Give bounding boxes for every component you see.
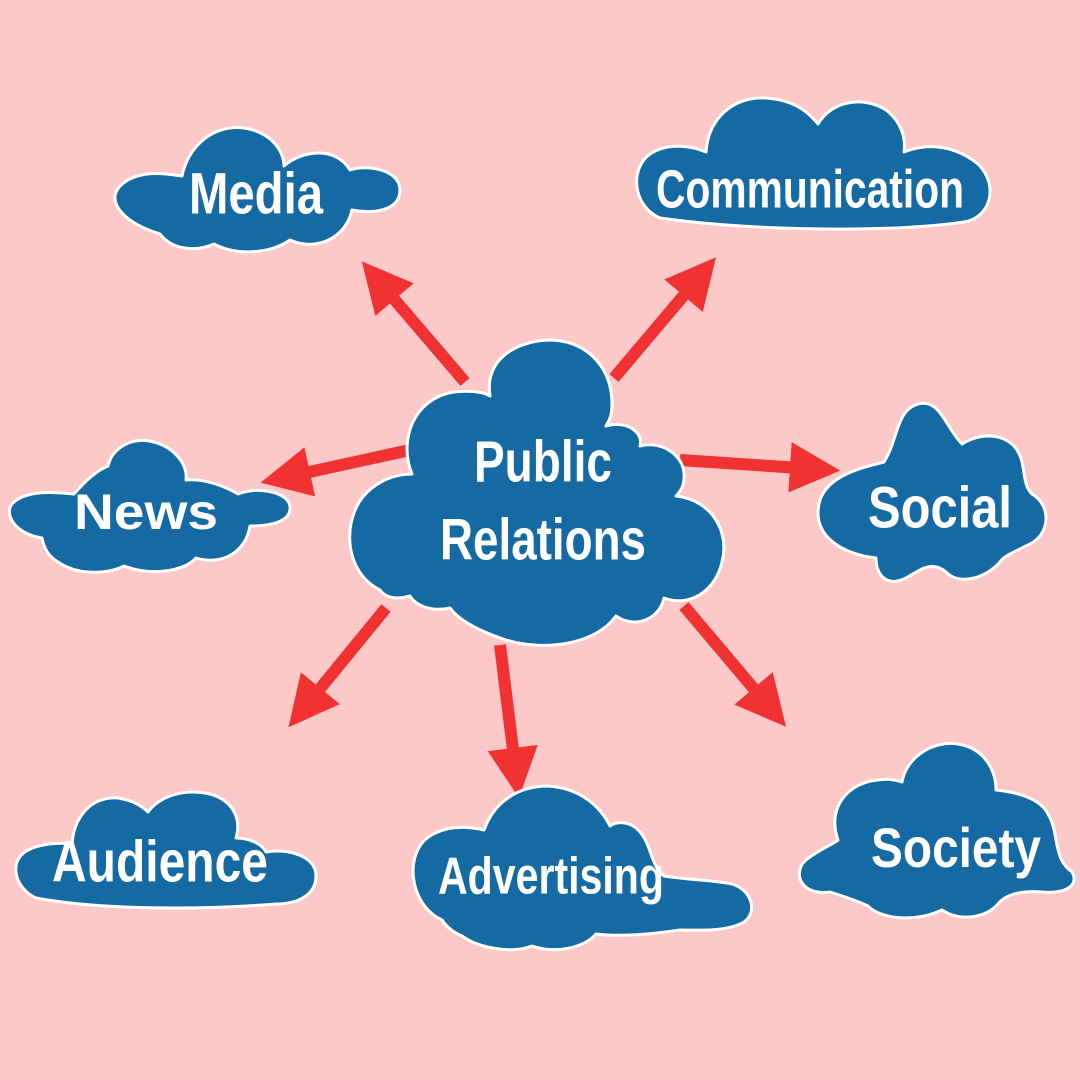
arrows — [260, 257, 841, 799]
cloud-shape — [411, 784, 754, 952]
arrow-to-communication — [609, 257, 717, 382]
society-label: Society — [871, 816, 1041, 879]
arrow-to-society — [679, 602, 787, 727]
node-media: Media — [113, 126, 402, 254]
audience-label: Audience — [52, 829, 268, 894]
arrow-to-news — [260, 444, 412, 497]
center-label-line1: Public — [474, 429, 612, 494]
cloud-shape — [7, 439, 292, 574]
arrow-to-social — [679, 442, 841, 493]
news-label: News — [74, 484, 218, 540]
node-audience: Audience — [14, 790, 318, 910]
cloud-shape — [113, 126, 402, 254]
communication-label: Communication — [656, 159, 964, 219]
cloud-shape — [14, 790, 318, 910]
arrow-to-media — [361, 261, 470, 386]
arrow-to-advertising — [487, 644, 538, 799]
center-label-line2: Relations — [440, 507, 646, 572]
cloud-shape — [635, 96, 992, 231]
social-label: Social — [868, 475, 1012, 540]
node-news: News — [7, 439, 292, 574]
advertising-label: Advertising — [438, 848, 664, 906]
arrow-to-audience — [288, 604, 391, 728]
node-social: Social — [816, 401, 1048, 583]
cloud-shape — [816, 401, 1048, 583]
cloud-shape — [348, 338, 726, 647]
cloud-shape — [797, 741, 1076, 920]
media-label: Media — [189, 161, 324, 226]
node-advertising: Advertising — [411, 784, 754, 952]
node-communication: Communication — [635, 96, 992, 231]
node-public-relations: Public Relations — [348, 338, 726, 647]
node-society: Society — [797, 741, 1076, 920]
